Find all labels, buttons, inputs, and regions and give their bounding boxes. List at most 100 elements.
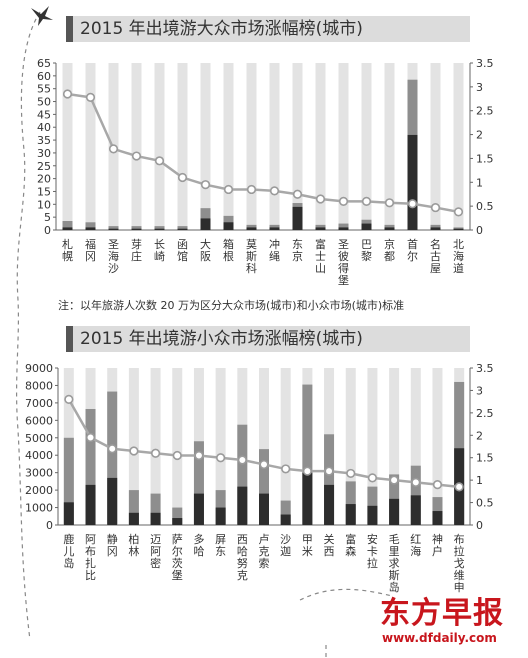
chart2-bar-2015 bbox=[172, 507, 183, 525]
chart2-growth-point bbox=[237, 455, 247, 465]
chart2-bar-background bbox=[280, 368, 291, 525]
chart1-category-label: 冲绳 bbox=[269, 237, 280, 263]
chart1-growth-point bbox=[338, 196, 349, 206]
chart1-category-label: 富士山 bbox=[315, 237, 326, 275]
chart2-growth-point bbox=[129, 446, 139, 456]
chart2-right-tick-label: 1.5 bbox=[476, 452, 494, 465]
chart2-bar-2015 bbox=[63, 437, 74, 525]
chart2-category-label: 关西 bbox=[324, 532, 335, 558]
chart2-bar-2014 bbox=[302, 472, 313, 525]
chart2-bar-2014 bbox=[150, 512, 161, 525]
chart2-category-label: 西哈努克 bbox=[237, 533, 248, 582]
chart1-bar-background bbox=[62, 63, 73, 230]
chart1-growth-point bbox=[131, 151, 142, 161]
chart2-bar-2015 bbox=[324, 434, 335, 525]
chart1-growth-point bbox=[246, 184, 257, 195]
chart2-growth-point bbox=[259, 459, 269, 470]
chart1-bar-2014 bbox=[200, 218, 211, 230]
chart1-bar-2015 bbox=[177, 226, 188, 230]
chart1-bar-2015 bbox=[108, 226, 119, 230]
chart1-bar-background bbox=[430, 63, 441, 230]
chart1-growth-point bbox=[430, 202, 441, 213]
chart2-bar-2014 bbox=[367, 505, 378, 525]
chart2-right-tick-label: 2 bbox=[476, 429, 483, 442]
chart1-bar-2014 bbox=[154, 228, 165, 230]
chart1-left-tick-label: 25 bbox=[37, 160, 51, 173]
chart2-right-tick-label: 0.5 bbox=[476, 497, 494, 510]
chart1-growth-point bbox=[453, 207, 464, 217]
chart2-bar-2014 bbox=[193, 493, 204, 525]
chart1-left-tick-label: 60 bbox=[37, 70, 51, 83]
chart1-bar-background bbox=[85, 63, 96, 230]
chart2-bar-background bbox=[150, 368, 161, 525]
chart2-category-label: 安卡拉 bbox=[367, 532, 378, 570]
chart2-category-label: 静冈 bbox=[107, 532, 118, 558]
chart1-growth-point bbox=[200, 180, 211, 190]
chart1-category-label: 箱根 bbox=[223, 237, 234, 263]
chart1-category-label: 北海道 bbox=[453, 238, 464, 275]
chart2-growth-point bbox=[172, 450, 182, 461]
chart1-growth-point bbox=[62, 89, 73, 99]
dfdaily-watermark-logo: 东方早报 www.dfdaily.com bbox=[380, 597, 525, 646]
chart1-growth-point bbox=[407, 199, 418, 209]
chart2-bar-2014 bbox=[345, 504, 356, 525]
chart1-bar-background bbox=[315, 63, 326, 230]
chart2-growth-point bbox=[216, 453, 226, 463]
chart2-bar-2015 bbox=[85, 408, 96, 525]
chart1-bar-2015 bbox=[338, 223, 349, 230]
chart1-category-label: 名古屋 bbox=[430, 237, 441, 275]
chart2-title: 2015 年出境游小众市场涨幅榜(城市) bbox=[66, 326, 470, 352]
chart1-category-label: 函馆 bbox=[177, 238, 188, 263]
chart2-growth-point bbox=[85, 432, 96, 443]
chart2-bar-2014 bbox=[432, 511, 443, 525]
chart2-bar-2015 bbox=[150, 493, 161, 525]
chart2-growth-point bbox=[454, 482, 464, 492]
chart1-bar-2014 bbox=[315, 227, 326, 230]
chart2-growth-point bbox=[324, 466, 334, 476]
chart1-right-tick-label: 3 bbox=[476, 81, 483, 94]
chart2-bar-background bbox=[432, 368, 443, 525]
chart1-bar-background bbox=[338, 63, 349, 230]
chart1-right-tick-label: 2 bbox=[476, 129, 483, 142]
plane-icon bbox=[31, 6, 53, 26]
chart2-bar-2015 bbox=[280, 500, 291, 525]
chart2-growth-point bbox=[346, 468, 356, 479]
chart1-growth-point bbox=[315, 194, 326, 204]
chart2-growth-point bbox=[389, 475, 399, 485]
chart1-left-tick-label: 20 bbox=[37, 173, 51, 186]
chart2-bar-background bbox=[345, 368, 356, 525]
chart2-bar-2014 bbox=[128, 512, 139, 525]
chart2-bar-2014 bbox=[280, 514, 291, 525]
chart2-category-label: 布拉戈维申 bbox=[454, 533, 465, 594]
chart1-category-label: 莫斯科 bbox=[246, 238, 257, 275]
chart1-growth-point bbox=[85, 92, 96, 102]
chart1-left-tick-label: 50 bbox=[37, 96, 51, 109]
chart2-bar-2014 bbox=[172, 518, 183, 525]
chart1-right-tick-label: 2.5 bbox=[476, 105, 494, 118]
chart1-bar-2014 bbox=[361, 223, 372, 230]
chart1-left-tick-label: 5 bbox=[44, 211, 51, 224]
chart2-growth-point bbox=[281, 464, 291, 474]
chart1-bar-2015 bbox=[62, 221, 73, 230]
chart2-left-tick-label: 4000 bbox=[25, 449, 53, 462]
chart2-bar-background bbox=[259, 368, 269, 525]
chart1-bar-background bbox=[177, 63, 188, 230]
chart2-bar-2014 bbox=[107, 477, 118, 525]
chart1-right-tick-label: 0.5 bbox=[476, 200, 494, 213]
chart2-left-tick-label: 9000 bbox=[25, 362, 53, 375]
chart1-bar-background bbox=[292, 63, 303, 230]
chart1-left-tick-label: 40 bbox=[37, 121, 51, 134]
chart1-growth-point bbox=[361, 196, 372, 206]
chart1-left-tick-label: 65 bbox=[37, 57, 51, 70]
chart1-bar-2015 bbox=[85, 222, 96, 230]
chart2-growth-point bbox=[367, 473, 378, 483]
chart1-svg: 0510152025303540455055606500.511.522.533… bbox=[37, 57, 494, 287]
chart1-growth-point bbox=[223, 184, 234, 195]
chart1-left-tick-label: 45 bbox=[37, 108, 51, 121]
chart2-category-label: 富森 bbox=[345, 532, 356, 558]
chart1-bar-2014 bbox=[269, 227, 280, 230]
chart2-left-tick-label: 1000 bbox=[25, 502, 53, 515]
chart2-bar-2014 bbox=[389, 498, 400, 525]
